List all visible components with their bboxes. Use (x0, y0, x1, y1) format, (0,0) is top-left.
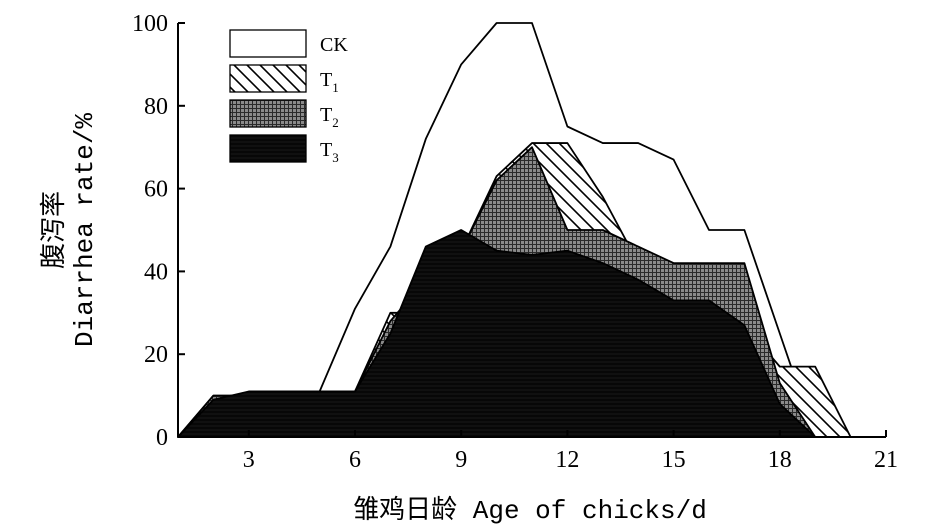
legend-label-1: T1 (320, 69, 339, 95)
y-tick-label: 40 (144, 259, 168, 285)
legend: CK T1 T2 T3 (229, 29, 348, 165)
legend-swatch-1 (229, 64, 307, 93)
axes (177, 23, 886, 438)
x-axis-title: 雏鸡日龄 Age of chicks/d (353, 495, 707, 526)
y-tick-label: 80 (144, 94, 168, 120)
legend-label-0: CK (320, 34, 348, 56)
axis-ticks: 3 6 9 12 15 18 21 0 20 40 60 80 100 (132, 11, 898, 473)
x-tick-label: 15 (662, 447, 686, 473)
y-tick-label: 20 (144, 342, 168, 368)
legend-swatch-0 (229, 29, 307, 58)
y-axis-title-en: Diarrhea rate/% (70, 113, 100, 347)
x-tick-label: 12 (555, 447, 579, 473)
legend-label-2: T2 (320, 104, 339, 130)
area-series-3 (177, 229, 817, 438)
y-tick-label: 0 (156, 425, 168, 451)
y-axis-title-cn: 腹泻率 (39, 191, 70, 269)
x-tick-label: 21 (874, 447, 898, 473)
legend-swatch-2 (229, 99, 307, 128)
x-tick-label: 9 (455, 447, 467, 473)
legend-label-3: T3 (320, 139, 339, 165)
legend-swatch-3 (229, 134, 307, 163)
x-tick-label: 3 (243, 447, 255, 473)
y-tick-label: 100 (132, 11, 168, 37)
y-tick-label: 60 (144, 177, 168, 203)
x-tick-label: 6 (349, 447, 361, 473)
x-tick-label: 18 (768, 447, 792, 473)
series-areas (177, 22, 852, 438)
